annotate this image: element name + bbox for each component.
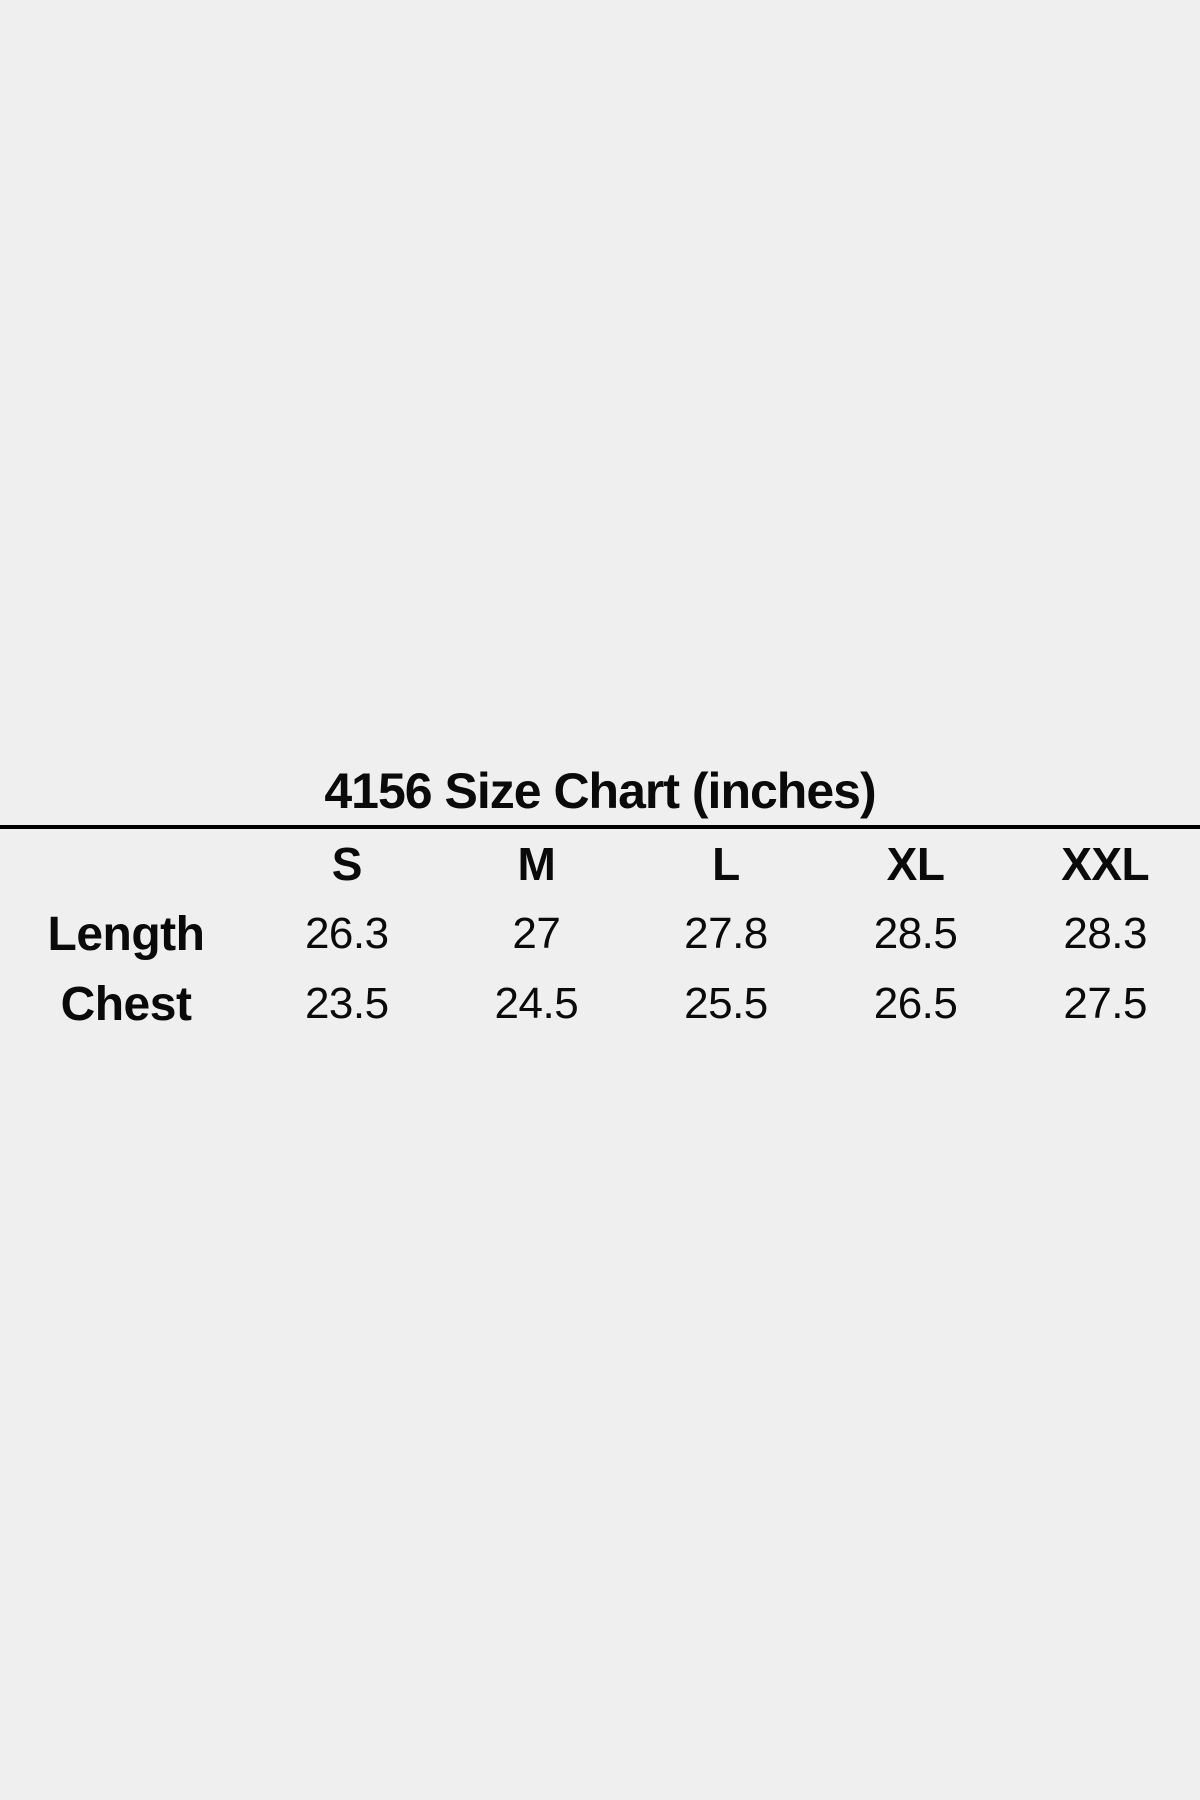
row-label-length: Length	[47, 907, 205, 961]
column-header-xxl: XXL	[1061, 838, 1150, 890]
length-value-xxl: 28.3	[1063, 909, 1147, 958]
corner-cell	[0, 829, 252, 899]
length-value-m: 27	[512, 909, 561, 958]
row-label-chest: Chest	[60, 977, 192, 1031]
length-value-s: 26.3	[304, 909, 389, 958]
length-value-l: 27.8	[684, 909, 768, 958]
chest-value-xl: 26.5	[873, 979, 958, 1028]
column-header-s: S	[331, 838, 363, 890]
size-chart-table: S M L XL XXL Length 26.3 27 27.8 28.5 28…	[0, 829, 1200, 1039]
length-row: Length 26.3 27 27.8 28.5 28.3	[0, 899, 1200, 969]
size-chart-title: 4156 Size Chart (inches)	[324, 763, 876, 819]
length-value-xl: 28.5	[873, 909, 958, 958]
chest-value-xxl: 27.5	[1063, 979, 1147, 1028]
top-spacer	[0, 0, 1200, 762]
size-header-row: S M L XL XXL	[0, 829, 1200, 899]
column-header-xl: XL	[886, 838, 945, 890]
column-header-m: M	[517, 838, 556, 890]
chest-value-l: 25.5	[684, 979, 768, 1028]
title-divider-line	[0, 825, 1200, 829]
chest-row: Chest 23.5 24.5 25.5 26.5 27.5	[0, 969, 1200, 1039]
column-header-l: L	[712, 838, 740, 890]
chest-value-m: 24.5	[494, 979, 579, 1028]
chest-value-s: 23.5	[304, 979, 389, 1028]
